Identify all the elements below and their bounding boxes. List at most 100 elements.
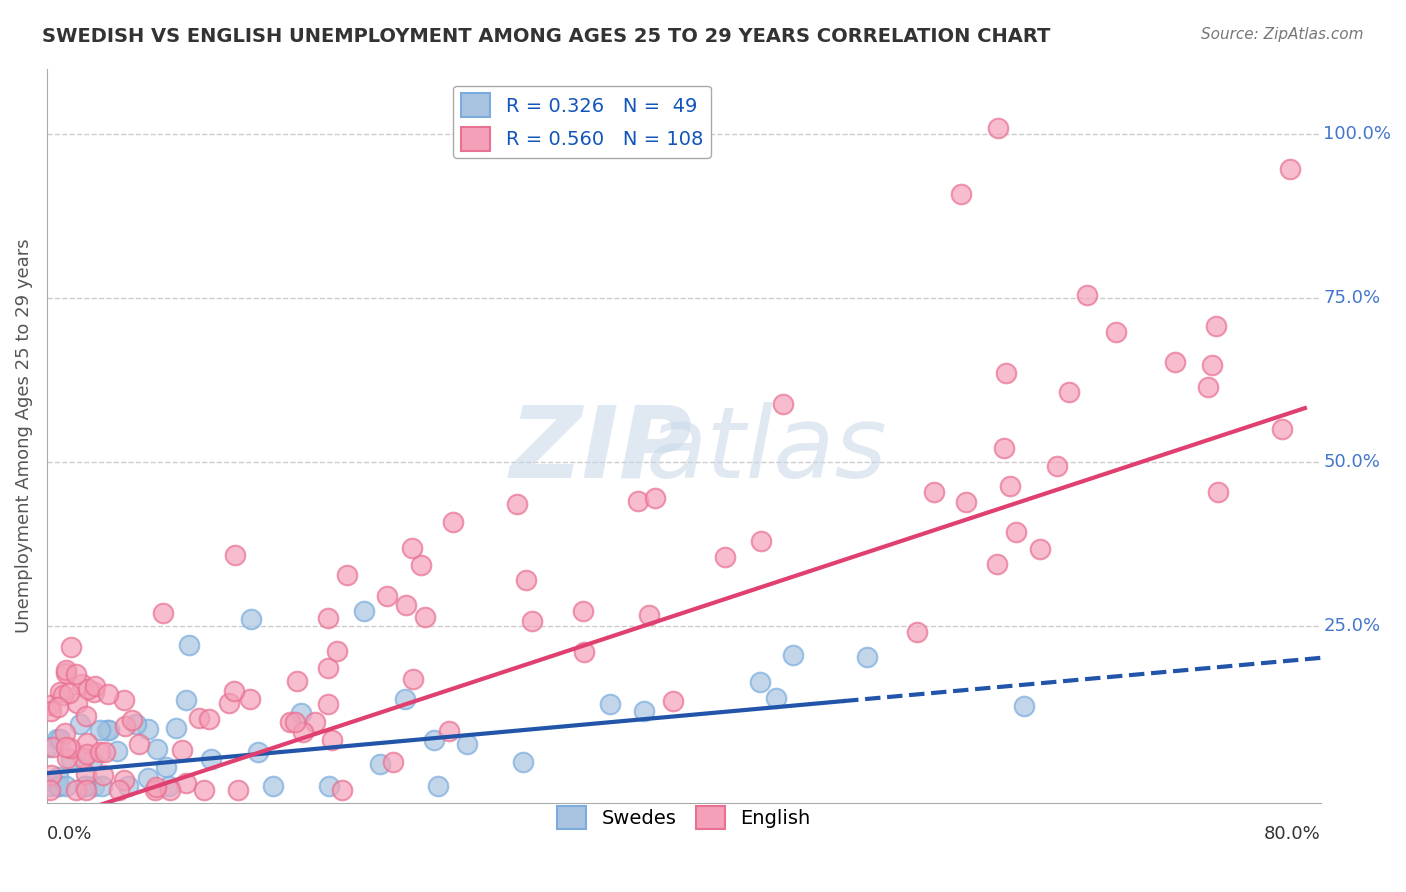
Point (41, 739, 63, 754)
Point (1104, 325, 1126, 339)
Point (39, 698, 62, 712)
Text: ZIP: ZIP (509, 401, 693, 499)
Point (187, 711, 209, 725)
Point (515, 573, 537, 587)
Point (986, 121, 1008, 136)
Point (1000, 479, 1022, 493)
Point (599, 697, 621, 711)
Point (226, 782, 249, 797)
Point (48, 780, 70, 794)
Point (247, 745, 270, 759)
Point (174, 776, 197, 790)
Point (325, 644, 347, 658)
Point (76, 747, 98, 762)
Text: 80.0%: 80.0% (1264, 825, 1320, 843)
Point (402, 672, 425, 686)
Point (159, 782, 181, 797)
Point (1164, 355, 1187, 369)
Point (395, 598, 418, 612)
Point (1201, 358, 1223, 372)
Point (136, 722, 159, 736)
Point (572, 604, 595, 618)
Point (48, 770, 70, 784)
Point (170, 743, 193, 757)
Point (1004, 524, 1026, 539)
Point (441, 515, 464, 529)
Point (316, 697, 339, 711)
Point (105, 744, 128, 758)
Point (782, 648, 804, 662)
Point (1206, 485, 1229, 500)
Point (316, 661, 339, 675)
Point (48, 700, 70, 714)
Point (994, 366, 1017, 380)
Point (316, 611, 339, 625)
Point (73, 780, 96, 794)
Point (55, 780, 77, 794)
Point (262, 780, 284, 794)
Point (89, 723, 111, 738)
Point (145, 780, 167, 794)
Point (55, 663, 77, 677)
Point (165, 721, 187, 735)
Point (143, 782, 166, 797)
Point (950, 187, 973, 202)
Point (353, 604, 375, 618)
Point (108, 782, 131, 797)
Point (409, 558, 432, 572)
Point (125, 717, 148, 731)
Text: 25.0%: 25.0% (1323, 616, 1381, 635)
Point (80, 754, 103, 768)
Point (1197, 380, 1219, 394)
Point (59, 640, 82, 654)
Point (76, 709, 98, 723)
Point (330, 782, 353, 797)
Point (38, 782, 60, 797)
Point (224, 548, 246, 562)
Text: 100.0%: 100.0% (1323, 125, 1392, 143)
Point (94, 745, 117, 759)
Text: SWEDISH VS ENGLISH UNEMPLOYMENT AMONG AGES 25 TO 29 YEARS CORRELATION CHART: SWEDISH VS ENGLISH UNEMPLOYMENT AMONG AG… (42, 27, 1050, 45)
Point (58, 686, 80, 700)
Point (905, 625, 928, 640)
Point (456, 737, 478, 751)
Point (439, 723, 461, 738)
Point (39, 705, 62, 719)
Point (375, 589, 398, 603)
Point (749, 675, 772, 690)
Point (1271, 422, 1294, 436)
Point (922, 485, 945, 500)
Point (53, 726, 76, 740)
Point (157, 780, 180, 794)
Point (394, 692, 416, 706)
Point (91, 768, 114, 782)
Point (83, 685, 105, 699)
Point (65, 666, 87, 681)
Point (45, 731, 67, 746)
Point (117, 780, 139, 794)
Point (72, 751, 94, 765)
Point (77, 681, 100, 696)
Point (423, 733, 446, 747)
Text: atlas: atlas (645, 401, 887, 499)
Point (96, 687, 118, 701)
Point (76, 736, 98, 750)
Point (1205, 318, 1227, 333)
Point (772, 397, 794, 411)
Point (1012, 699, 1035, 714)
Point (714, 549, 737, 564)
Point (49, 732, 72, 747)
Point (1057, 385, 1080, 400)
Text: Source: ZipAtlas.com: Source: ZipAtlas.com (1201, 27, 1364, 42)
Text: 0.0%: 0.0% (46, 825, 93, 843)
Point (292, 725, 315, 739)
Point (75, 780, 97, 794)
Point (128, 737, 150, 751)
Point (278, 715, 301, 730)
Point (55, 740, 77, 755)
Point (89, 745, 111, 759)
Point (413, 610, 436, 624)
Point (84, 679, 107, 693)
Point (955, 494, 977, 508)
Point (638, 607, 661, 622)
